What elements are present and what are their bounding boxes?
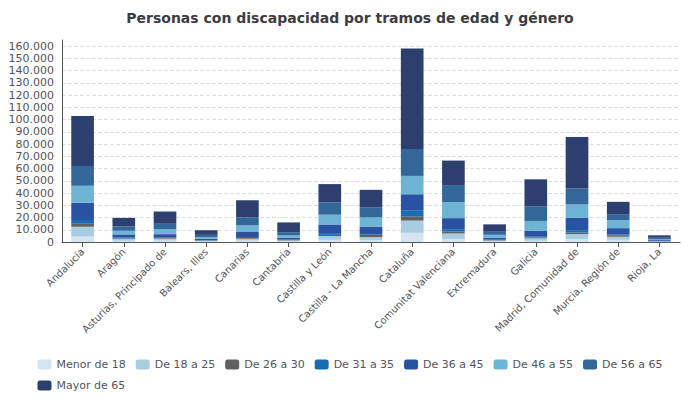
svg-text:Mayor de 65: Mayor de 65: [57, 379, 126, 392]
svg-text:De 18 a 25: De 18 a 25: [155, 358, 215, 371]
svg-text:20.000: 20.000: [16, 211, 55, 224]
svg-text:Galicia: Galicia: [508, 246, 540, 278]
svg-text:Extremadura: Extremadura: [445, 246, 499, 300]
svg-text:0: 0: [47, 236, 54, 249]
svg-text:Castilla y León: Castilla y León: [274, 246, 334, 306]
svg-text:120.000: 120.000: [9, 89, 55, 102]
svg-text:160.000: 160.000: [9, 40, 55, 53]
svg-text:Comunitat Valenciana: Comunitat Valenciana: [372, 246, 457, 331]
svg-text:De 56 a 65: De 56 a 65: [602, 358, 662, 371]
svg-text:De 36 a 45: De 36 a 45: [423, 358, 483, 371]
svg-text:Castilla - La Mancha: Castilla - La Mancha: [296, 246, 375, 325]
svg-text:130.000: 130.000: [9, 76, 55, 89]
svg-text:60.000: 60.000: [16, 162, 55, 175]
svg-text:Personas con discapacidad por: Personas con discapacidad por tramos de …: [126, 10, 574, 26]
svg-text:Cantabria: Cantabria: [250, 246, 292, 288]
svg-text:Asturias, Principado de: Asturias, Principado de: [80, 246, 169, 335]
svg-text:40.000: 40.000: [16, 187, 55, 200]
svg-text:100.000: 100.000: [9, 113, 55, 126]
svg-text:50.000: 50.000: [16, 174, 55, 187]
svg-text:110.000: 110.000: [9, 101, 55, 114]
svg-text:De 46 a 55: De 46 a 55: [513, 358, 573, 371]
svg-text:140.000: 140.000: [9, 64, 55, 77]
svg-text:Aragón: Aragón: [95, 246, 128, 279]
svg-text:Menor de 18: Menor de 18: [57, 358, 126, 371]
svg-text:Murcia, Región de: Murcia, Región de: [551, 246, 622, 317]
svg-text:Madrid, Comunidad de: Madrid, Comunidad de: [493, 246, 581, 334]
svg-text:150.000: 150.000: [9, 52, 55, 65]
svg-text:De 31 a 35: De 31 a 35: [334, 358, 394, 371]
svg-text:Andalucía: Andalucía: [44, 246, 87, 289]
svg-text:70.000: 70.000: [16, 150, 55, 163]
svg-text:Balears, Illes: Balears, Illes: [157, 246, 210, 299]
svg-text:30.000: 30.000: [16, 199, 55, 212]
svg-text:Cataluña: Cataluña: [377, 246, 416, 285]
svg-text:90.000: 90.000: [16, 125, 55, 138]
svg-text:De 26 a 30: De 26 a 30: [244, 358, 304, 371]
svg-text:Canarias: Canarias: [213, 246, 252, 285]
svg-text:80.000: 80.000: [16, 138, 55, 151]
svg-text:10.000: 10.000: [16, 223, 55, 236]
svg-text:Rioja, La: Rioja, La: [625, 246, 663, 284]
